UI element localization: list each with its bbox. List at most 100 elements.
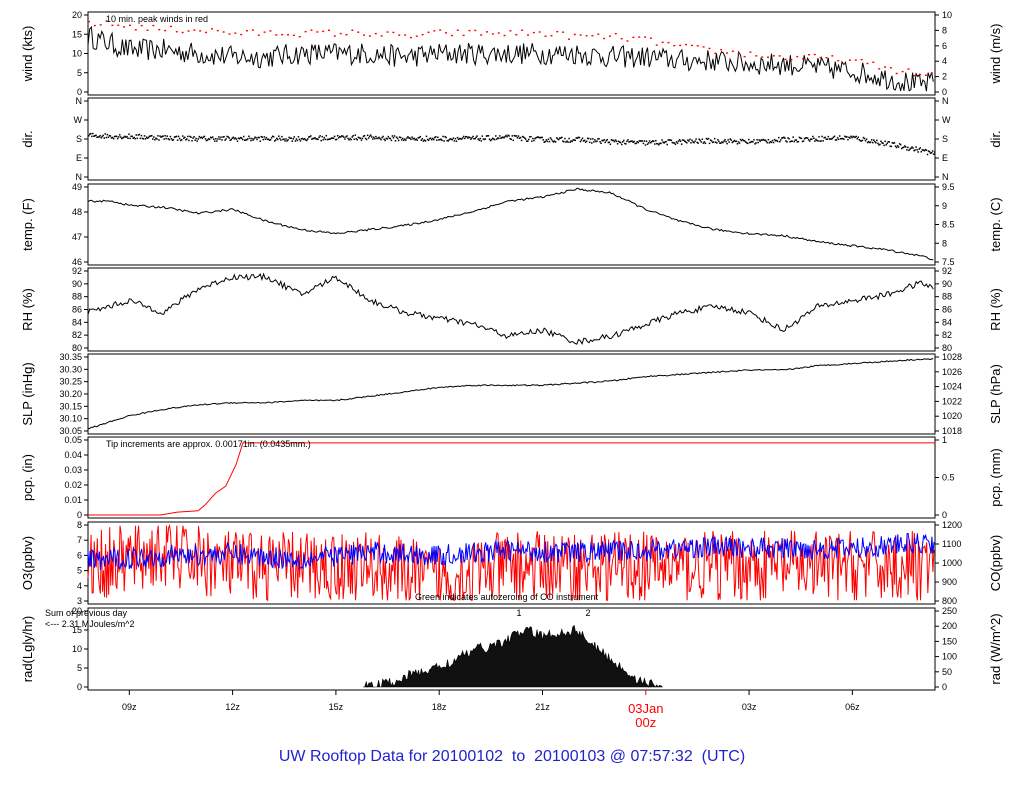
wind-direction-point [534,137,536,140]
wind-direction-point [491,137,494,140]
y-axis-right-tick-label: 2 [942,72,947,82]
wind-direction-point [268,139,271,141]
y-axis-right-tick-label: 100 [942,652,957,662]
wind-direction-point [863,137,866,140]
peak-wind-mark [766,56,769,58]
wind-direction-point [409,137,411,139]
wind-direction-point [741,138,744,141]
peak-wind-mark [825,57,828,59]
y-axis-tick-label: W [74,115,83,125]
series-line [87,358,934,430]
wind-direction-point [614,139,617,141]
wind-direction-point [297,136,300,138]
peak-wind-mark [860,58,863,61]
peak-wind-mark [181,31,184,34]
wind-direction-point [153,136,155,138]
wind-direction-point [910,147,912,149]
wind-direction-point [140,134,143,137]
wind-direction-point [768,142,771,144]
wind-direction-point [861,139,864,142]
y-axis-tick-label: 84 [72,317,82,327]
wind-direction-point [696,141,698,144]
peak-wind-mark [626,40,629,42]
wind-direction-point [333,135,336,138]
wind-direction-point [672,142,675,144]
wind-direction-point [136,137,139,140]
wind-direction-point [686,142,688,144]
peak-wind-mark [216,29,219,32]
y-axis-right-tick-label: 8 [942,25,947,35]
wind-direction-point [593,141,595,143]
wind-direction-point [892,142,895,144]
wind-direction-point [151,134,153,137]
wind-direction-point [823,137,825,139]
wind-direction-point [306,138,309,140]
wind-direction-point [673,142,676,144]
wind-direction-point [493,138,496,141]
y-axis-title: temp. (F) [20,198,35,251]
wind-direction-point [677,140,680,142]
peak-wind-mark [456,29,459,31]
wind-direction-point [280,139,282,141]
wind-direction-point [283,138,285,140]
peak-wind-mark [99,24,102,26]
wind-direction-point [386,138,389,140]
panel-frame [87,11,936,96]
peak-wind-mark [667,41,670,44]
wind-direction-point [804,137,807,139]
chart-footer-title: UW Rooftop Data for 20100102 to 20100103… [0,748,1024,772]
wind-direction-point [347,137,349,140]
wind-direction-point [412,138,414,140]
wind-direction-point [681,139,684,141]
wind-direction-point [310,135,312,137]
wind-direction-point [824,136,826,139]
y-axis-tick-label: N [76,172,83,182]
wind-direction-point [490,138,493,141]
wind-direction-point [814,140,816,142]
peak-wind-mark [345,33,348,36]
wind-direction-point [131,135,133,138]
wind-direction-point [326,138,329,141]
wind-direction-point [359,137,362,139]
wind-direction-point [579,140,582,143]
wind-direction-point [822,140,824,142]
wind-direction-point [877,142,879,145]
wind-direction-point [874,140,876,143]
wind-direction-point [706,138,709,141]
wind-direction-point [912,147,914,149]
wind-direction-point [132,137,134,139]
y-axis-title-right: dir. [988,130,1003,147]
wind-direction-point [389,137,392,140]
wind-direction-point [128,133,130,135]
wind-direction-point [421,138,424,140]
wind-direction-point [446,139,448,142]
wind-direction-point [334,138,337,141]
wind-direction-point [690,142,692,144]
wind-direction-point [88,134,90,137]
peak-wind-mark [889,67,892,69]
peak-wind-mark [275,34,278,36]
peak-wind-mark [708,47,711,50]
wind-direction-point [273,140,276,142]
wind-direction-point [225,138,227,140]
wind-direction-point [685,141,687,143]
wind-direction-point [417,137,420,139]
wind-direction-point [628,141,630,143]
wind-direction-point [272,135,275,138]
wind-direction-point [608,141,611,143]
wind-direction-point [346,135,348,137]
peak-wind-mark [526,34,529,36]
autozero-annotation: Green indicates autozeroing of CO instru… [415,592,599,602]
wind-direction-point [653,140,655,143]
y-axis-tick-label: 30.15 [59,401,82,411]
wind-direction-point [294,140,297,142]
wind-direction-point [624,142,626,145]
wind-direction-point [566,140,568,142]
wind-direction-point [756,139,758,141]
wind-direction-point [789,141,791,143]
panel-frame [87,353,936,435]
y-axis-right-tick-label: E [942,153,948,163]
wind-direction-point [907,146,909,149]
peak-wind-mark [521,29,524,31]
wind-direction-point [453,140,456,142]
